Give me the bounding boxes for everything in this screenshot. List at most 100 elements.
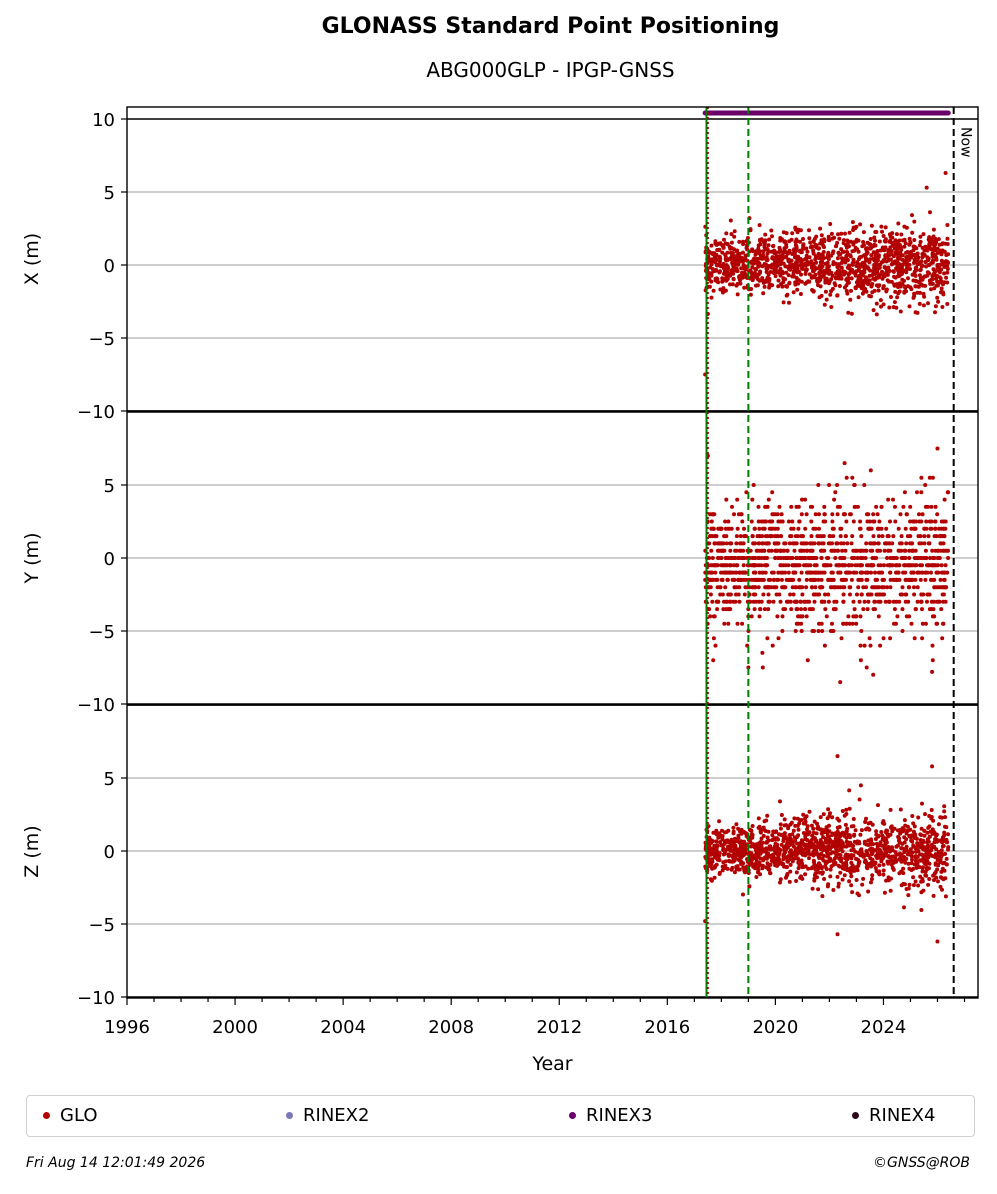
data-point — [711, 288, 716, 293]
data-point — [904, 887, 909, 891]
data-point — [779, 563, 784, 568]
data-point — [818, 815, 823, 820]
data-point — [752, 607, 757, 612]
data-point — [787, 879, 792, 884]
data-point — [927, 262, 932, 267]
data-point — [885, 272, 890, 277]
data-point — [805, 832, 810, 837]
data-point — [929, 599, 934, 604]
data-point — [778, 826, 783, 831]
data-point — [872, 519, 877, 524]
data-point — [929, 816, 934, 821]
data-point — [734, 534, 739, 539]
data-point — [752, 526, 757, 531]
data-point — [889, 279, 894, 284]
data-point — [831, 534, 836, 539]
data-point — [927, 238, 932, 243]
data-point — [907, 882, 912, 887]
data-point — [933, 310, 937, 315]
data-point — [882, 548, 887, 553]
data-point — [726, 621, 731, 626]
data-point — [855, 247, 860, 252]
data-point — [855, 592, 859, 597]
data-point — [881, 872, 886, 877]
data-point — [894, 577, 898, 582]
data-point — [787, 300, 791, 305]
data-point — [783, 845, 788, 850]
data-point — [774, 843, 779, 848]
data-point — [791, 526, 796, 531]
data-point — [804, 585, 809, 590]
data-point — [710, 556, 715, 560]
data-point — [710, 839, 715, 844]
data-point — [911, 248, 916, 253]
data-point — [730, 577, 735, 582]
data-point — [927, 244, 932, 249]
data-point — [810, 585, 814, 590]
data-point — [712, 614, 717, 619]
data-point — [750, 249, 755, 254]
data-point — [721, 541, 726, 546]
data-point — [898, 512, 903, 517]
data-point — [780, 614, 785, 619]
data-point — [756, 563, 761, 568]
data-point — [792, 548, 797, 553]
data-point — [910, 230, 915, 235]
data-point — [717, 819, 722, 824]
data-point — [883, 599, 888, 604]
data-point — [758, 270, 762, 275]
data-point — [847, 806, 852, 811]
data-point — [844, 807, 849, 812]
data-point — [844, 245, 849, 250]
data-point — [932, 286, 937, 291]
data-point — [942, 577, 947, 582]
data-point — [830, 850, 835, 855]
data-point — [868, 519, 872, 524]
data-point — [748, 227, 753, 232]
data-point — [776, 257, 781, 262]
data-point — [774, 836, 779, 841]
data-point — [943, 824, 947, 829]
data-point — [937, 556, 942, 560]
data-point — [927, 519, 932, 524]
data-point — [845, 570, 850, 575]
data-point — [926, 301, 930, 306]
data-point — [749, 519, 754, 524]
data-point — [821, 519, 826, 524]
data-point — [754, 267, 758, 272]
data-point — [777, 592, 782, 597]
data-point — [887, 563, 892, 568]
data-point — [851, 257, 856, 262]
data-point — [894, 245, 899, 250]
data-point — [903, 285, 908, 290]
data-point — [727, 244, 732, 249]
data-point — [866, 281, 871, 286]
data-point — [848, 840, 853, 845]
data-point — [881, 868, 886, 873]
data-point — [875, 851, 880, 856]
data-point — [915, 290, 920, 295]
data-point — [828, 874, 833, 879]
data-point — [927, 834, 932, 839]
data-point — [757, 223, 762, 228]
data-point — [877, 848, 882, 852]
data-point — [818, 284, 823, 289]
x-tick-label: 2008 — [428, 1017, 474, 1038]
data-point — [946, 260, 951, 265]
data-point — [785, 548, 790, 553]
data-point — [805, 824, 810, 829]
data-point — [888, 577, 893, 582]
data-point — [864, 860, 869, 864]
data-point — [943, 894, 948, 899]
data-point — [716, 541, 721, 546]
data-point — [728, 563, 733, 568]
data-point — [871, 672, 876, 677]
data-point — [762, 607, 767, 612]
data-point — [800, 848, 805, 852]
data-point — [729, 257, 733, 262]
data-point — [887, 232, 892, 237]
data-point — [876, 288, 881, 293]
data-point — [793, 254, 798, 259]
data-point — [756, 504, 761, 509]
data-point — [813, 592, 817, 597]
